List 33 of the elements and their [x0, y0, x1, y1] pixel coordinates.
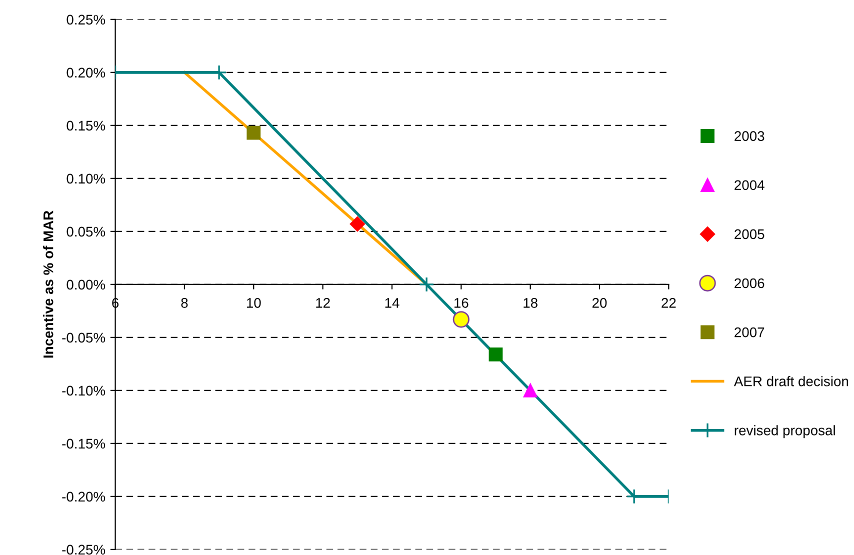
legend-label: AER draft decision: [734, 376, 848, 386]
legend-label: 2005: [734, 229, 764, 240]
y-tick-label: 0.10%: [66, 174, 106, 184]
y-tick-label: -0.10%: [62, 386, 106, 396]
x-tick-label: 20: [592, 298, 607, 308]
y-tick-label: -0.25%: [62, 544, 106, 555]
y-tick-label: 0.15%: [66, 120, 106, 131]
legend-label: 2004: [734, 180, 764, 190]
point: [452, 311, 470, 328]
y-tick-label: 0.20%: [66, 68, 106, 78]
y-tick-label: 0.05%: [66, 226, 106, 237]
x-tick-label: 18: [524, 298, 538, 308]
y-tick-label: -0.15%: [62, 438, 106, 449]
y-axis-title: Incentive as % of MAR: [43, 210, 54, 358]
legend-label: 2007: [734, 327, 764, 338]
x-tick-label: 8: [181, 298, 188, 308]
x-tick-label: 14: [385, 298, 400, 308]
point: [246, 126, 261, 140]
legend-label: 2006: [734, 278, 764, 288]
x-tick-label: 10: [246, 298, 261, 308]
x-tick-label: 16: [454, 298, 468, 308]
x-tick-label: 12: [316, 298, 330, 308]
y-tick-label: 0.00%: [66, 280, 106, 290]
point: [523, 384, 538, 398]
x-tick-label: 22: [662, 298, 676, 308]
y-tick-label: 0.25%: [66, 14, 106, 25]
legend-label: revised proposal: [734, 425, 835, 438]
point: [418, 276, 434, 292]
y-tick-label: -0.20%: [62, 492, 106, 502]
y-tick-label: -0.05%: [62, 332, 106, 343]
point: [350, 216, 365, 232]
legend-label: 2003: [734, 131, 764, 141]
point: [488, 347, 503, 362]
